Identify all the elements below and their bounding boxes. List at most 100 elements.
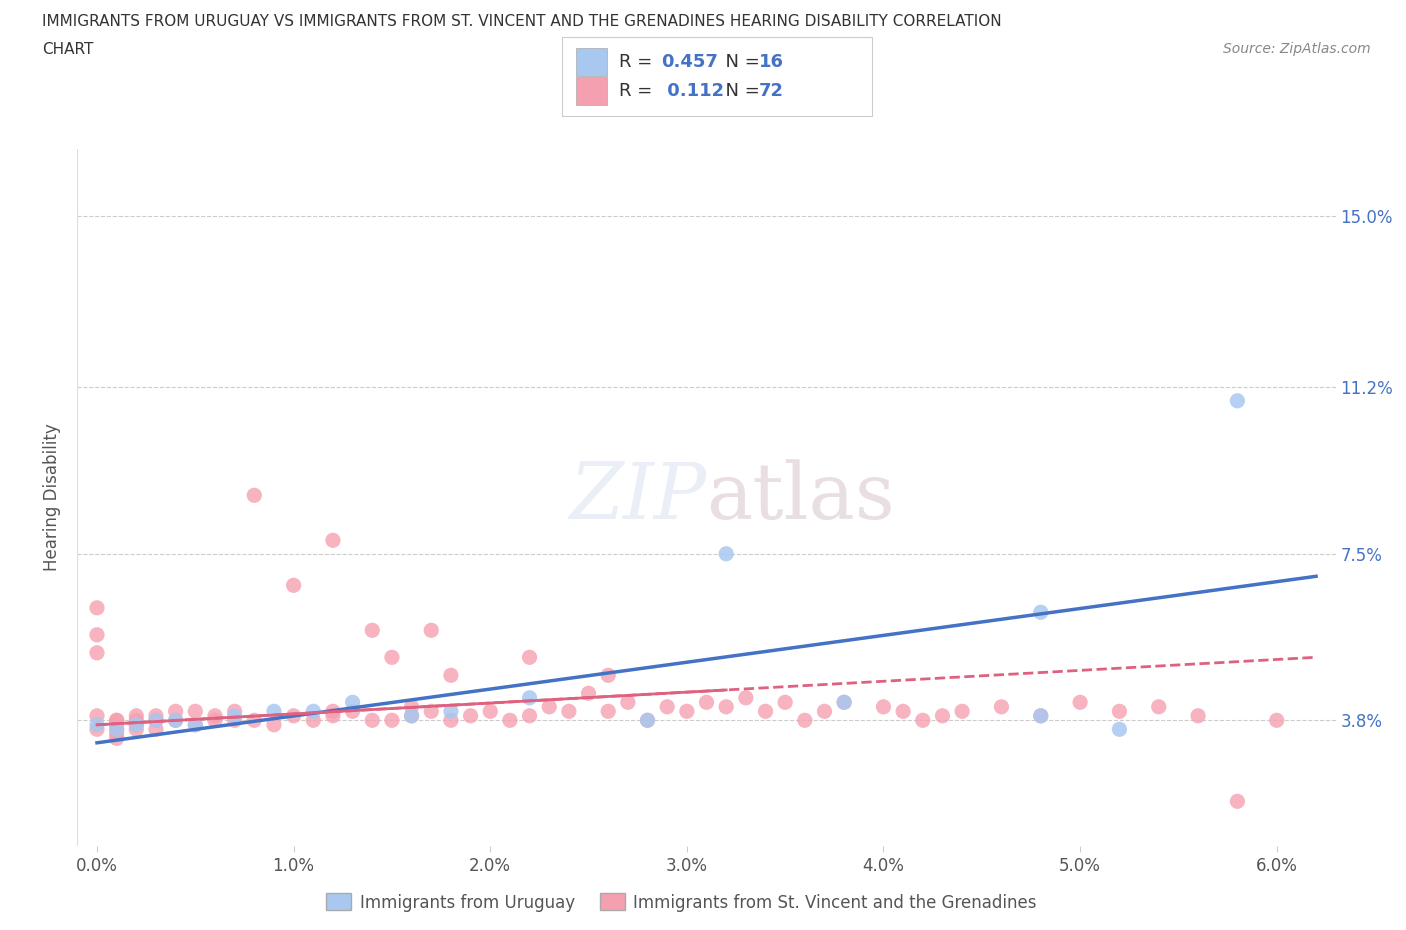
Point xyxy=(714,699,737,714)
Point xyxy=(401,709,423,724)
Point xyxy=(145,713,167,728)
Point xyxy=(145,713,167,728)
Point xyxy=(657,699,679,714)
Point xyxy=(105,722,128,737)
Point xyxy=(184,717,207,732)
Text: CHART: CHART xyxy=(42,42,94,57)
Text: R =: R = xyxy=(619,53,658,72)
Point xyxy=(165,713,187,728)
Legend: Immigrants from Uruguay, Immigrants from St. Vincent and the Grenadines: Immigrants from Uruguay, Immigrants from… xyxy=(319,886,1043,918)
Point xyxy=(381,713,404,728)
Point xyxy=(1029,709,1052,724)
Point xyxy=(891,704,914,719)
Text: 16: 16 xyxy=(759,53,785,72)
Point xyxy=(263,717,285,732)
Point xyxy=(676,704,699,719)
Point xyxy=(1187,709,1209,724)
Point xyxy=(420,704,443,719)
Point xyxy=(86,628,108,643)
Point xyxy=(832,695,855,710)
Point xyxy=(86,717,108,732)
Point xyxy=(361,713,384,728)
Point xyxy=(696,695,718,710)
Point xyxy=(105,717,128,732)
Point xyxy=(145,722,167,737)
Text: 0.112: 0.112 xyxy=(661,82,724,100)
Point xyxy=(440,704,463,719)
Point xyxy=(342,704,364,719)
Point xyxy=(125,709,148,724)
Point xyxy=(519,650,541,665)
Point xyxy=(342,695,364,710)
Point xyxy=(519,690,541,705)
Text: ZIP: ZIP xyxy=(569,459,707,536)
Point xyxy=(243,713,266,728)
Point xyxy=(950,704,973,719)
Point xyxy=(911,713,934,728)
Point xyxy=(401,699,423,714)
Point xyxy=(1265,713,1288,728)
Point xyxy=(479,704,502,719)
Point xyxy=(105,726,128,741)
Point xyxy=(283,709,305,724)
Point xyxy=(990,699,1012,714)
Point xyxy=(86,722,108,737)
Point xyxy=(1108,704,1130,719)
Point xyxy=(832,695,855,710)
Point xyxy=(204,709,226,724)
Point xyxy=(637,713,659,728)
Y-axis label: Hearing Disability: Hearing Disability xyxy=(44,424,62,571)
Point xyxy=(86,601,108,616)
Point xyxy=(224,709,246,724)
Point xyxy=(243,488,266,503)
Point xyxy=(302,713,325,728)
Point xyxy=(1108,722,1130,737)
Text: 0.457: 0.457 xyxy=(661,53,717,72)
Point xyxy=(460,709,482,724)
Point xyxy=(322,533,344,548)
Point xyxy=(224,704,246,719)
Point xyxy=(1029,709,1052,724)
Point xyxy=(125,717,148,732)
Point xyxy=(754,704,776,719)
Point xyxy=(598,704,620,719)
Point xyxy=(105,713,128,728)
Point xyxy=(263,704,285,719)
Point xyxy=(322,709,344,724)
Point xyxy=(558,704,581,719)
Point xyxy=(440,668,463,683)
Point xyxy=(773,695,796,710)
Point xyxy=(617,695,640,710)
Point xyxy=(440,713,463,728)
Text: Source: ZipAtlas.com: Source: ZipAtlas.com xyxy=(1223,42,1371,56)
Point xyxy=(165,713,187,728)
Point xyxy=(105,722,128,737)
Point xyxy=(125,722,148,737)
Text: atlas: atlas xyxy=(707,459,896,536)
Point xyxy=(86,645,108,660)
Text: 72: 72 xyxy=(759,82,785,100)
Point xyxy=(322,704,344,719)
Text: N =: N = xyxy=(714,53,766,72)
Point xyxy=(105,713,128,728)
Point xyxy=(872,699,894,714)
Point xyxy=(184,717,207,732)
Point xyxy=(125,713,148,728)
Text: IMMIGRANTS FROM URUGUAY VS IMMIGRANTS FROM ST. VINCENT AND THE GRENADINES HEARIN: IMMIGRANTS FROM URUGUAY VS IMMIGRANTS FR… xyxy=(42,14,1002,29)
Point xyxy=(184,704,207,719)
Point xyxy=(1226,794,1249,809)
Point xyxy=(714,546,737,561)
Point xyxy=(401,709,423,724)
Point xyxy=(381,650,404,665)
Point xyxy=(302,704,325,719)
Point xyxy=(1147,699,1170,714)
Point xyxy=(361,623,384,638)
Point xyxy=(420,623,443,638)
Point xyxy=(86,709,108,724)
Point xyxy=(1069,695,1091,710)
Text: R =: R = xyxy=(619,82,658,100)
Point xyxy=(499,713,522,728)
Point xyxy=(204,713,226,728)
Point xyxy=(145,709,167,724)
Point xyxy=(813,704,835,719)
